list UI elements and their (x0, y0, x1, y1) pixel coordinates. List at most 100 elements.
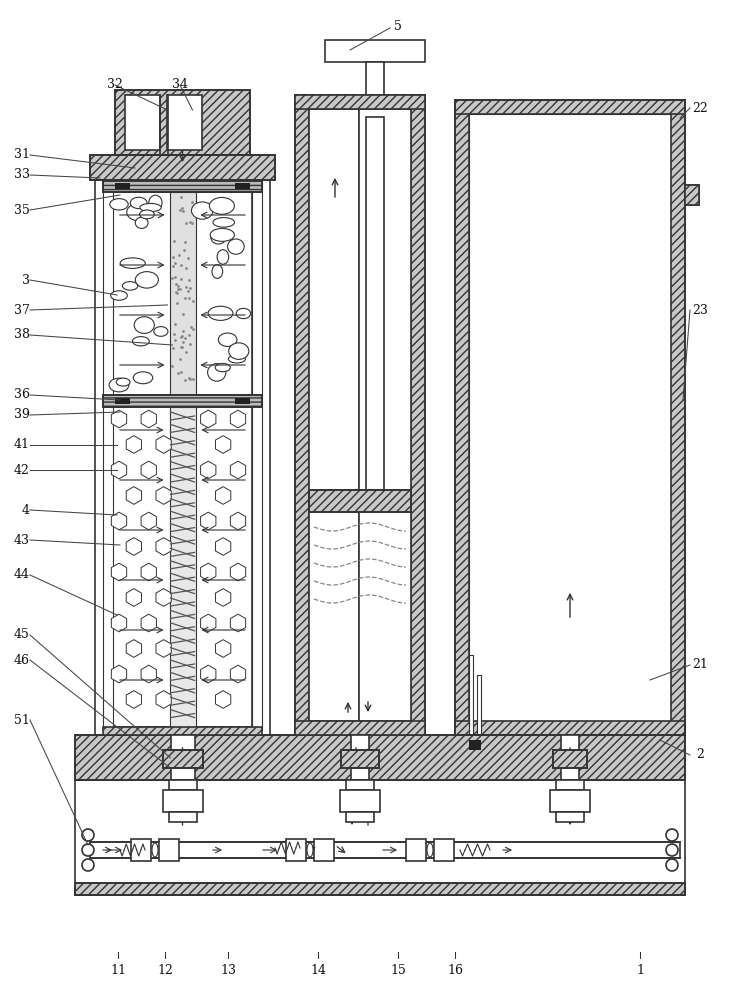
Text: 46: 46 (14, 654, 30, 666)
Bar (168, 812, 196, 822)
Bar (103, 180, 262, 192)
Ellipse shape (215, 363, 230, 372)
Bar (115, 183, 130, 189)
Bar (455, 100, 685, 114)
Circle shape (666, 844, 678, 856)
Bar (314, 839, 334, 861)
Bar (553, 750, 587, 768)
Bar (162, 790, 202, 812)
Circle shape (666, 859, 678, 871)
Bar (346, 780, 374, 790)
Ellipse shape (236, 308, 251, 319)
Ellipse shape (213, 218, 235, 227)
Text: 15: 15 (390, 964, 406, 976)
Ellipse shape (152, 843, 158, 857)
Bar (103, 180, 113, 730)
Bar (556, 812, 584, 822)
Text: 23: 23 (692, 304, 708, 316)
Text: 41: 41 (14, 438, 30, 452)
Bar (295, 95, 425, 109)
Text: 11: 11 (110, 964, 126, 976)
Bar (162, 750, 202, 768)
Ellipse shape (212, 265, 223, 278)
Bar (341, 750, 379, 768)
Bar (90, 155, 275, 180)
Bar (671, 100, 685, 735)
Ellipse shape (127, 203, 152, 221)
Ellipse shape (427, 843, 433, 857)
Bar (103, 395, 262, 407)
Ellipse shape (131, 197, 147, 209)
Ellipse shape (207, 364, 226, 381)
Bar (455, 100, 685, 735)
Text: 13: 13 (220, 964, 236, 976)
Text: 38: 38 (14, 328, 30, 342)
Bar (556, 780, 584, 790)
Ellipse shape (217, 250, 229, 264)
Ellipse shape (211, 231, 226, 244)
Bar (325, 40, 425, 62)
Bar (309, 490, 411, 512)
Ellipse shape (110, 199, 128, 210)
Ellipse shape (228, 355, 246, 363)
Bar (113, 192, 252, 395)
Bar (125, 95, 160, 150)
Bar (411, 95, 425, 735)
Bar (434, 839, 454, 861)
Bar (346, 812, 374, 822)
Bar (235, 398, 250, 404)
Text: 34: 34 (172, 79, 188, 92)
Bar (685, 185, 699, 205)
Text: 44: 44 (14, 568, 30, 582)
Bar (75, 780, 685, 895)
Ellipse shape (210, 197, 235, 214)
Ellipse shape (227, 239, 244, 254)
Text: 45: 45 (14, 629, 30, 642)
Bar (561, 735, 579, 780)
Text: 22: 22 (692, 102, 708, 114)
Ellipse shape (135, 272, 159, 288)
Text: 14: 14 (310, 964, 326, 976)
Ellipse shape (139, 210, 154, 219)
Bar (95, 175, 270, 735)
Bar (75, 735, 685, 780)
Ellipse shape (134, 317, 154, 333)
Bar (340, 790, 380, 812)
Bar (295, 95, 309, 735)
Text: 39: 39 (14, 408, 30, 422)
Bar (553, 750, 587, 768)
Bar (455, 721, 685, 735)
Ellipse shape (120, 258, 145, 268)
Ellipse shape (140, 203, 161, 212)
Text: 2: 2 (696, 748, 704, 762)
Bar (309, 512, 411, 707)
Bar (170, 192, 196, 395)
Text: 33: 33 (14, 168, 30, 182)
Text: 16: 16 (447, 964, 463, 976)
Ellipse shape (191, 202, 213, 219)
Bar (75, 735, 685, 780)
Bar (351, 735, 369, 780)
Text: 1: 1 (636, 964, 644, 976)
Text: 36: 36 (14, 388, 30, 401)
Ellipse shape (109, 378, 129, 392)
Bar (103, 180, 262, 192)
Bar (115, 90, 250, 155)
Bar (235, 183, 250, 189)
Ellipse shape (208, 306, 233, 320)
Bar (295, 721, 425, 735)
Bar (252, 180, 262, 730)
Bar (359, 109, 411, 721)
Bar (167, 95, 202, 150)
Circle shape (666, 829, 678, 841)
Bar (103, 395, 262, 407)
Text: 32: 32 (107, 79, 123, 92)
Text: 51: 51 (14, 714, 30, 726)
Ellipse shape (229, 343, 249, 359)
Bar (475, 740, 481, 750)
Text: 3: 3 (22, 273, 30, 286)
Ellipse shape (133, 337, 149, 346)
Text: 42: 42 (14, 464, 30, 477)
Ellipse shape (117, 378, 130, 386)
Ellipse shape (135, 217, 148, 228)
